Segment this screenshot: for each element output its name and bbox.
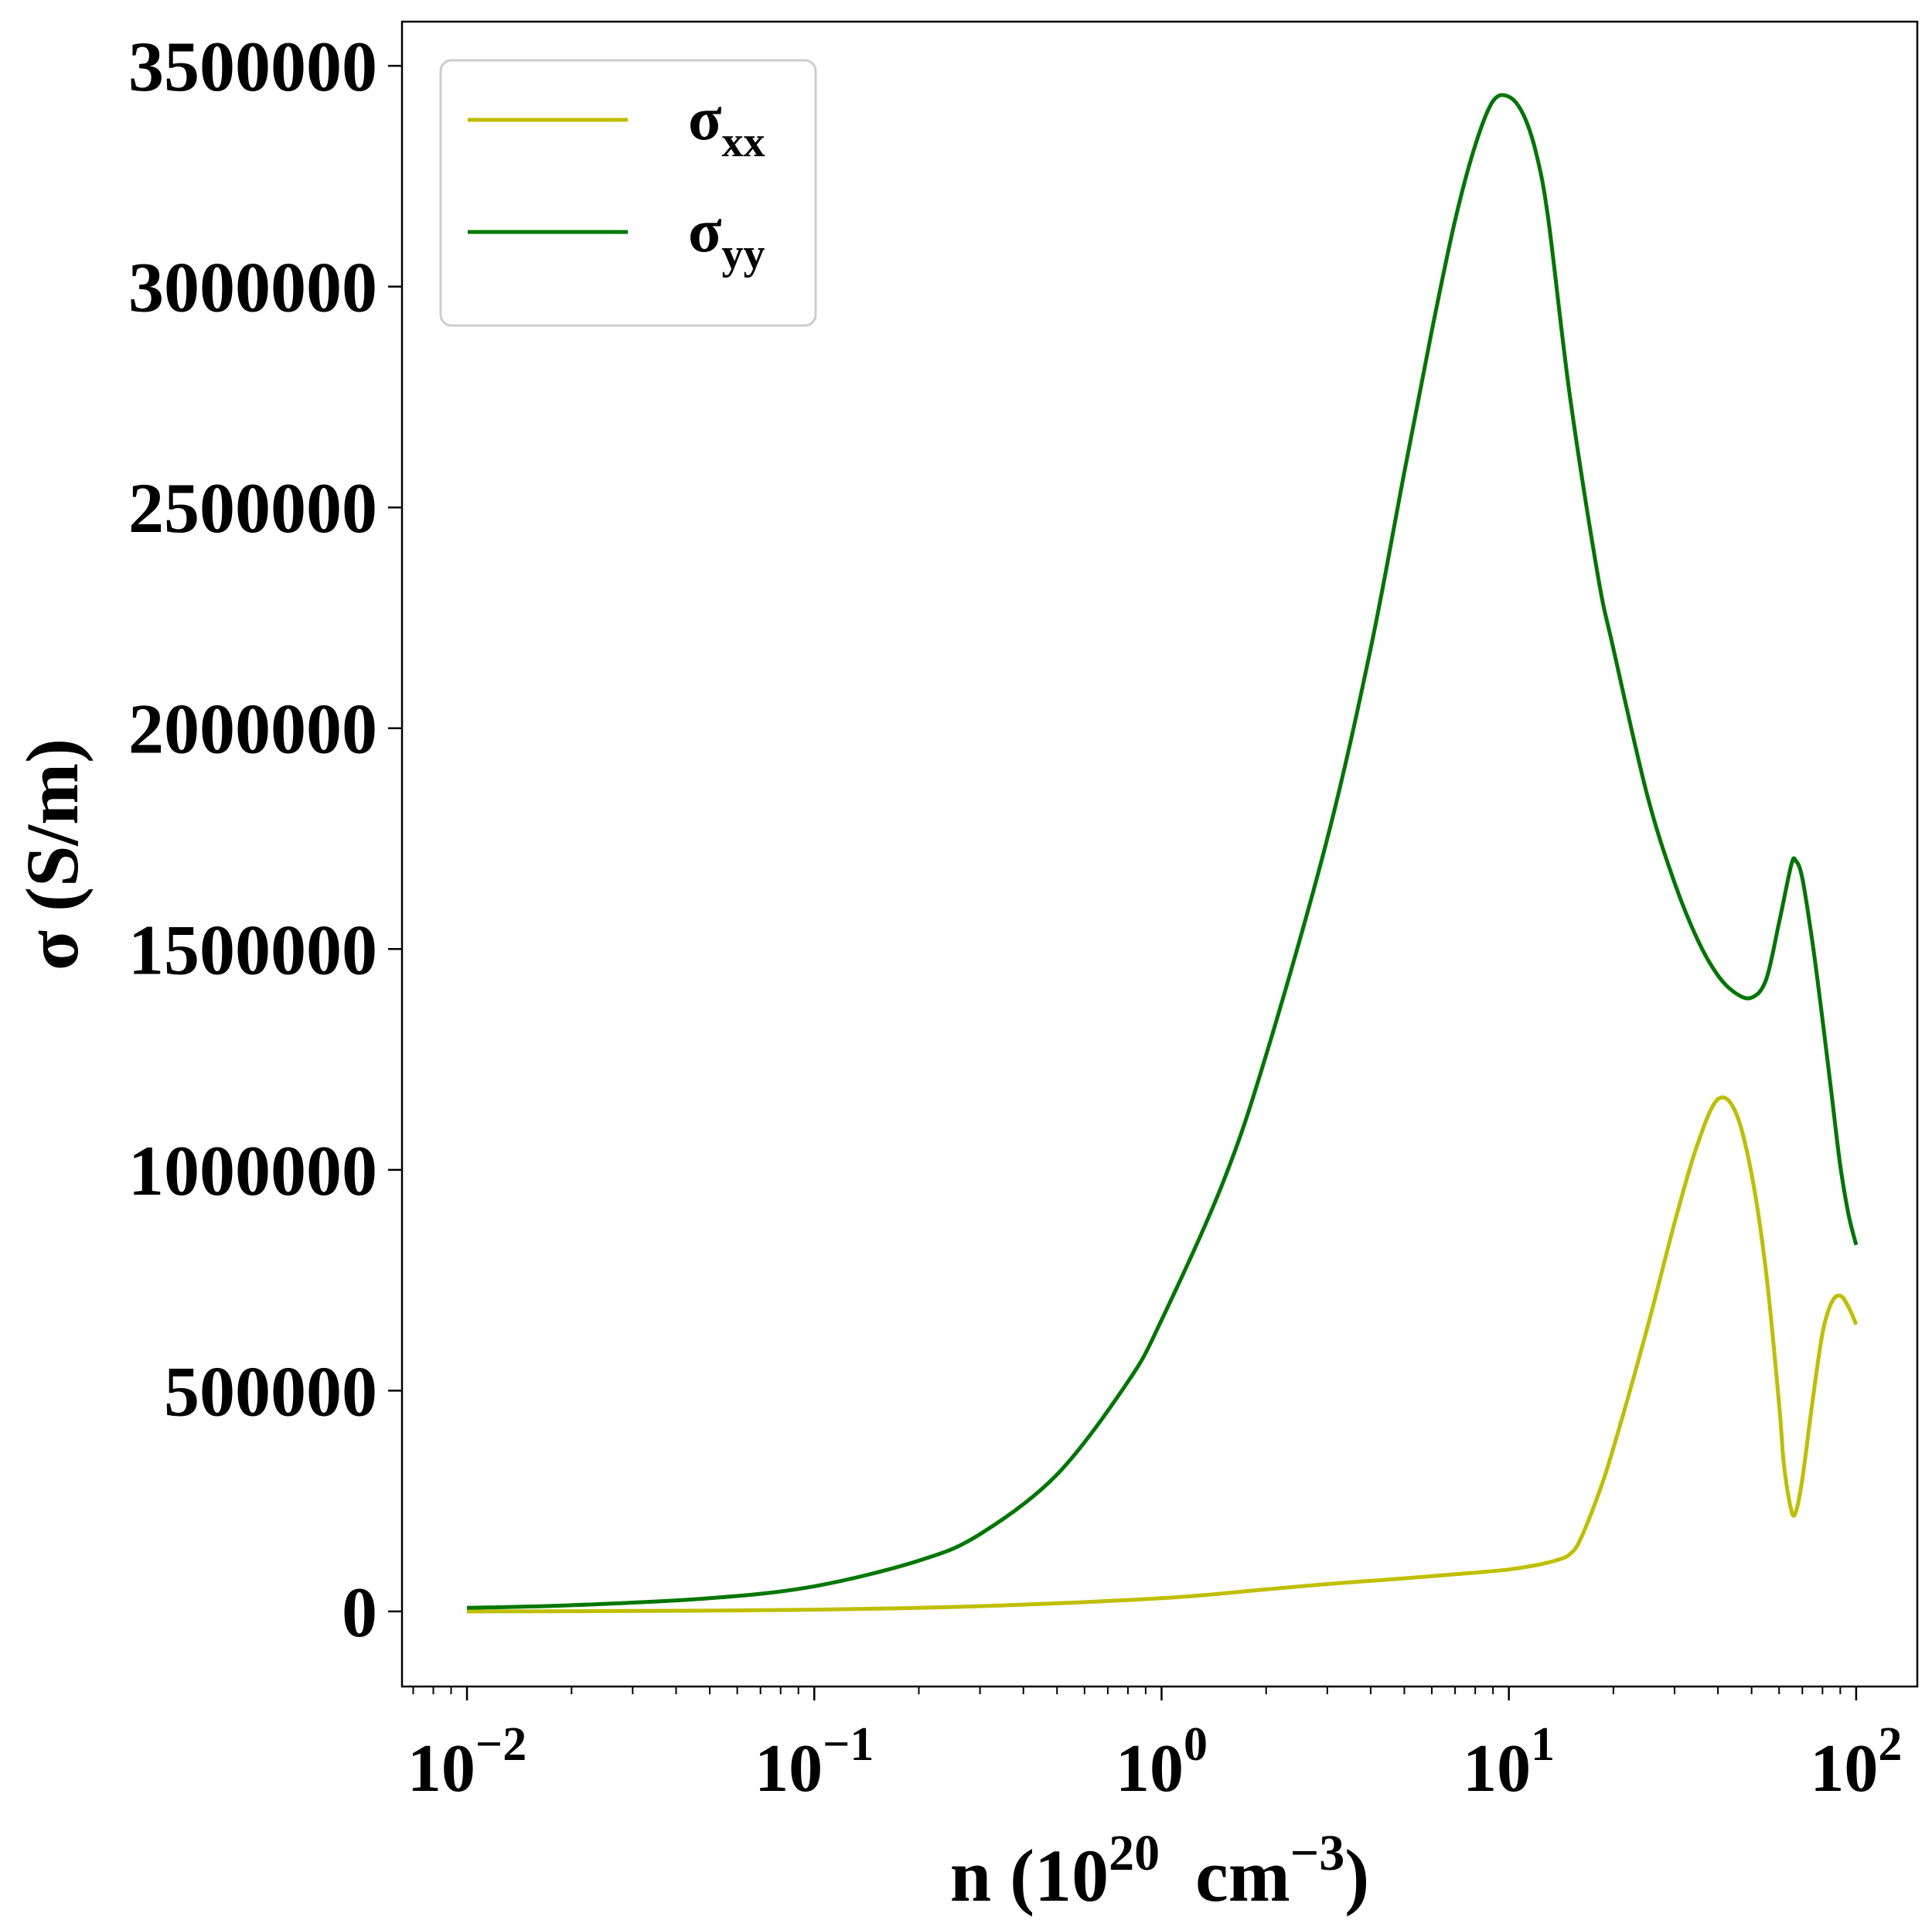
legend-label-sigma-xx-base: σ bbox=[688, 85, 722, 153]
y-tick-label: 2000000 bbox=[128, 690, 377, 769]
plot-area bbox=[466, 93, 1859, 1614]
series-line-yy bbox=[466, 93, 1859, 1610]
y-tick-label: 2500000 bbox=[128, 469, 377, 547]
x-axis-label-unit: cm bbox=[1195, 1834, 1290, 1917]
legend-label-sigma-yy: σyy bbox=[688, 197, 765, 278]
y-tick-label: 3500000 bbox=[128, 27, 377, 106]
legend-label-sigma-yy-sub: yy bbox=[722, 230, 765, 278]
x-tick-label: 10−1 bbox=[755, 1718, 874, 1806]
x-axis-label-unit-exponent: −3 bbox=[1290, 1825, 1345, 1881]
x-axis-label-main: n (10 bbox=[950, 1834, 1109, 1917]
y-tick-label: 500000 bbox=[164, 1352, 377, 1431]
legend: σxx σyy bbox=[439, 59, 817, 327]
x-tick-label: 102 bbox=[1810, 1718, 1902, 1806]
x-axis-label-exponent: 20 bbox=[1109, 1825, 1160, 1881]
y-tick-label: 1000000 bbox=[128, 1131, 377, 1210]
x-tick-label: 10−2 bbox=[407, 1718, 526, 1806]
y-axis-label: σ (S/m) bbox=[11, 738, 94, 970]
x-tick-label: 100 bbox=[1116, 1718, 1208, 1806]
x-axis: 10−2 10−1 100 101 102 bbox=[407, 1687, 1902, 1806]
x-tick-label: 101 bbox=[1463, 1718, 1555, 1806]
legend-label-sigma-xx-sub: xx bbox=[722, 118, 765, 166]
legend-label-sigma-yy-base: σ bbox=[688, 197, 722, 265]
y-tick-label: 3000000 bbox=[128, 248, 377, 327]
legend-label-sigma-xx: σxx bbox=[688, 85, 765, 166]
x-axis-label: n (1020 cm−3) bbox=[950, 1825, 1370, 1917]
legend-frame bbox=[439, 59, 817, 327]
series-line-xx bbox=[466, 1095, 1859, 1614]
y-tick-label: 1500000 bbox=[128, 910, 377, 989]
x-axis-label-close: ) bbox=[1344, 1834, 1369, 1917]
y-axis: 0 500000 1000000 1500000 2000000 2500000 30000… bbox=[128, 27, 402, 1652]
y-tick-label: 0 bbox=[342, 1573, 377, 1652]
axes-frame bbox=[400, 20, 1919, 1688]
